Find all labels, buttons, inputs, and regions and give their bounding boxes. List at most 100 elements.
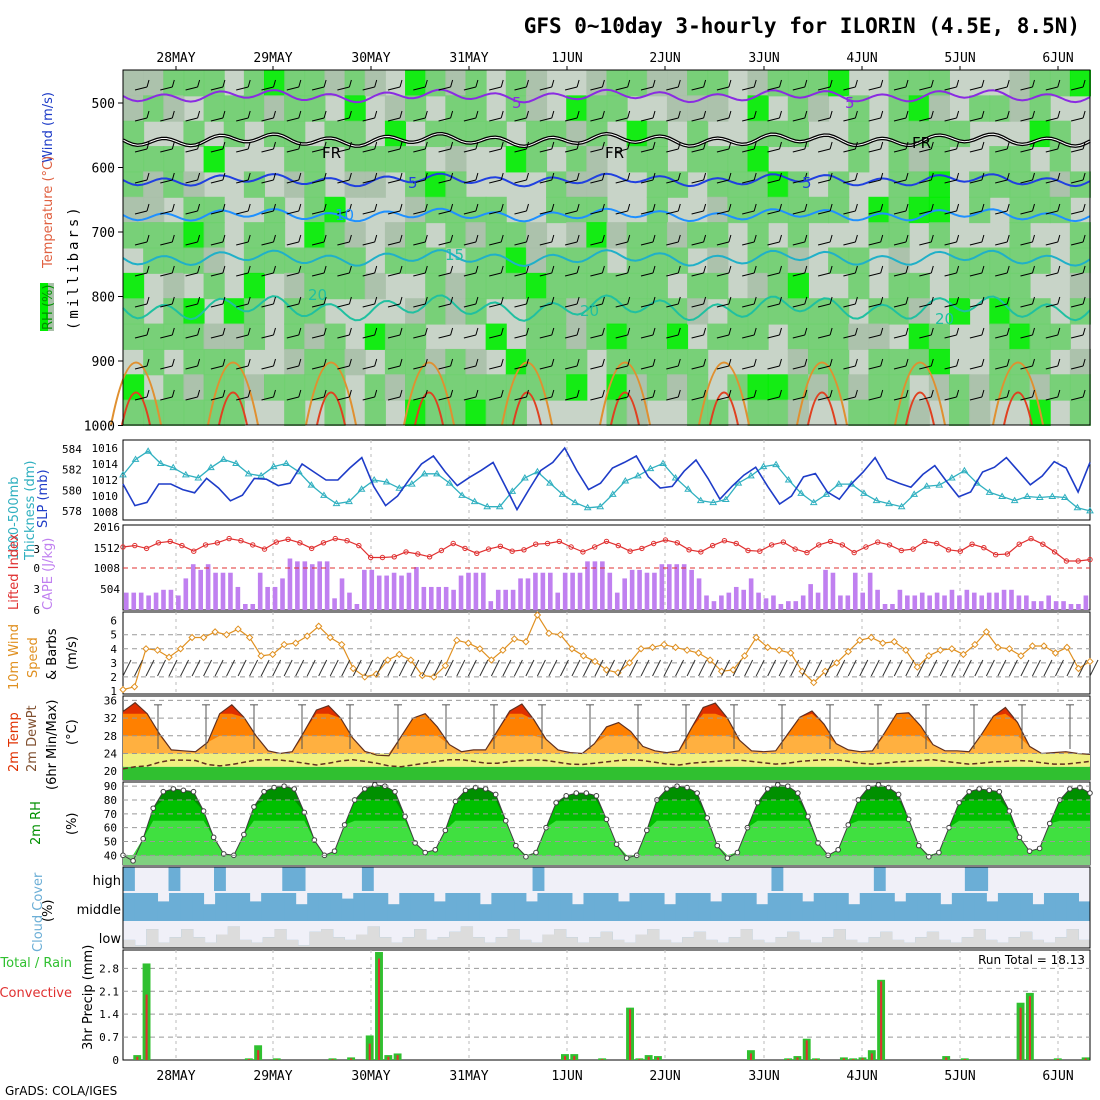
rh-patch xyxy=(646,146,668,173)
wind-barb xyxy=(539,241,552,246)
rh-patch xyxy=(546,298,568,325)
wind-barb-flag xyxy=(450,265,454,274)
wind-barb-flag xyxy=(1082,389,1086,398)
wind10m-barb xyxy=(272,659,282,677)
isotherm-30 xyxy=(121,391,151,426)
wind10m-point xyxy=(902,646,910,654)
rh-patch xyxy=(586,146,608,173)
rh-patch xyxy=(908,196,930,224)
li-point xyxy=(568,544,574,550)
wind10m-point xyxy=(879,639,887,647)
rh-patch xyxy=(727,298,749,325)
rh-patch xyxy=(666,323,689,350)
wind-barb xyxy=(868,303,881,308)
wind-barb xyxy=(463,179,477,184)
rh-patch xyxy=(566,120,588,148)
wind-barb xyxy=(691,86,704,91)
wind-barb-flag xyxy=(1082,358,1086,367)
wind-barb-flag xyxy=(171,389,175,398)
wind-barb xyxy=(236,365,249,370)
wind-barb-flag xyxy=(197,172,201,181)
wind-barb-flag xyxy=(374,172,378,181)
wind-barb xyxy=(286,148,299,153)
wind10m-barb xyxy=(513,659,523,677)
cape-bar xyxy=(339,578,345,610)
cloud-low-fill xyxy=(985,939,998,948)
rh2m-point xyxy=(210,834,217,841)
wind-barb-flag xyxy=(956,203,960,212)
wind-barb-flag xyxy=(804,203,808,212)
wind-barb-flag xyxy=(779,389,782,398)
cloud-cell-middle xyxy=(963,893,976,921)
rh-patch xyxy=(123,146,145,173)
wind10m-point xyxy=(130,683,139,691)
cloud-cell-middle xyxy=(790,893,803,921)
wind-barb xyxy=(489,148,502,153)
wind-barb-flag xyxy=(829,389,833,398)
wind10m-point xyxy=(257,652,265,660)
slp-series-line xyxy=(122,446,1091,512)
wind-barb xyxy=(236,148,249,153)
thickness-point xyxy=(483,502,492,510)
rh-patch xyxy=(606,298,628,325)
rh-patch xyxy=(707,222,729,249)
cloud-low-fill xyxy=(810,942,823,948)
rh-patch xyxy=(848,120,870,148)
li-point xyxy=(615,542,621,549)
wind-barb-flag xyxy=(348,141,352,150)
cloud-low-fill xyxy=(845,939,858,948)
cape-bar xyxy=(652,572,657,610)
wind-barb-flag xyxy=(273,141,276,150)
rh-patch xyxy=(908,323,930,350)
wind-barb xyxy=(640,148,654,153)
wind10m-barb xyxy=(916,659,926,677)
wind-barb-flag xyxy=(323,172,327,181)
wind-barb-flag xyxy=(728,327,732,336)
rh-patch xyxy=(646,196,668,224)
li-point xyxy=(285,536,291,542)
dew-band-yellow xyxy=(123,753,1090,767)
wind-barb xyxy=(919,179,932,184)
rh-patch xyxy=(1029,171,1051,198)
wind-barb-flag xyxy=(1082,265,1086,274)
rh-patch xyxy=(1069,399,1091,426)
wind-barb-flag xyxy=(1006,234,1010,243)
wind10m-point xyxy=(994,643,1002,652)
cape-bar xyxy=(793,601,799,610)
wind10m-point xyxy=(775,646,783,654)
cloud-cell-high xyxy=(532,867,545,891)
isotherm-25 xyxy=(403,361,455,426)
wind-barb-flag xyxy=(829,141,833,150)
wind-barb-flag xyxy=(956,141,960,150)
li-point xyxy=(839,542,846,548)
cloud-cell-middle xyxy=(537,893,550,921)
wind10m-point xyxy=(361,673,369,681)
wind10m-barb xyxy=(732,659,742,677)
thickness-label-1: 1000-500mb xyxy=(7,476,22,560)
date-label-top: 5JUN xyxy=(944,51,975,66)
wind-barb-flag xyxy=(273,172,276,181)
li-point xyxy=(709,542,716,549)
wind10m-point xyxy=(1017,652,1025,660)
cloud-low-fill xyxy=(379,937,392,948)
wind-barb-flag xyxy=(1032,79,1035,88)
wind-barb-flag xyxy=(956,327,960,336)
rh-patch xyxy=(243,374,266,401)
wind-barb xyxy=(1045,117,1058,122)
wind-barb-flag xyxy=(753,358,757,367)
cape-bar xyxy=(674,564,680,610)
li-point xyxy=(438,547,445,554)
rh2m-point xyxy=(462,787,469,794)
wind-barb xyxy=(261,179,274,184)
rh2m-point xyxy=(1087,790,1093,796)
wind-barb xyxy=(843,148,856,153)
cloud-cell-high xyxy=(976,867,989,891)
wind-barb xyxy=(969,396,983,401)
wind10m-barb xyxy=(675,659,685,677)
wind-barb-flag xyxy=(981,141,985,150)
wind-barb xyxy=(716,334,730,339)
cloud-cell-middle xyxy=(1020,893,1033,921)
wind-barb-flag xyxy=(728,172,732,181)
rh-patch xyxy=(203,95,225,122)
isotherm-30 xyxy=(512,391,542,426)
